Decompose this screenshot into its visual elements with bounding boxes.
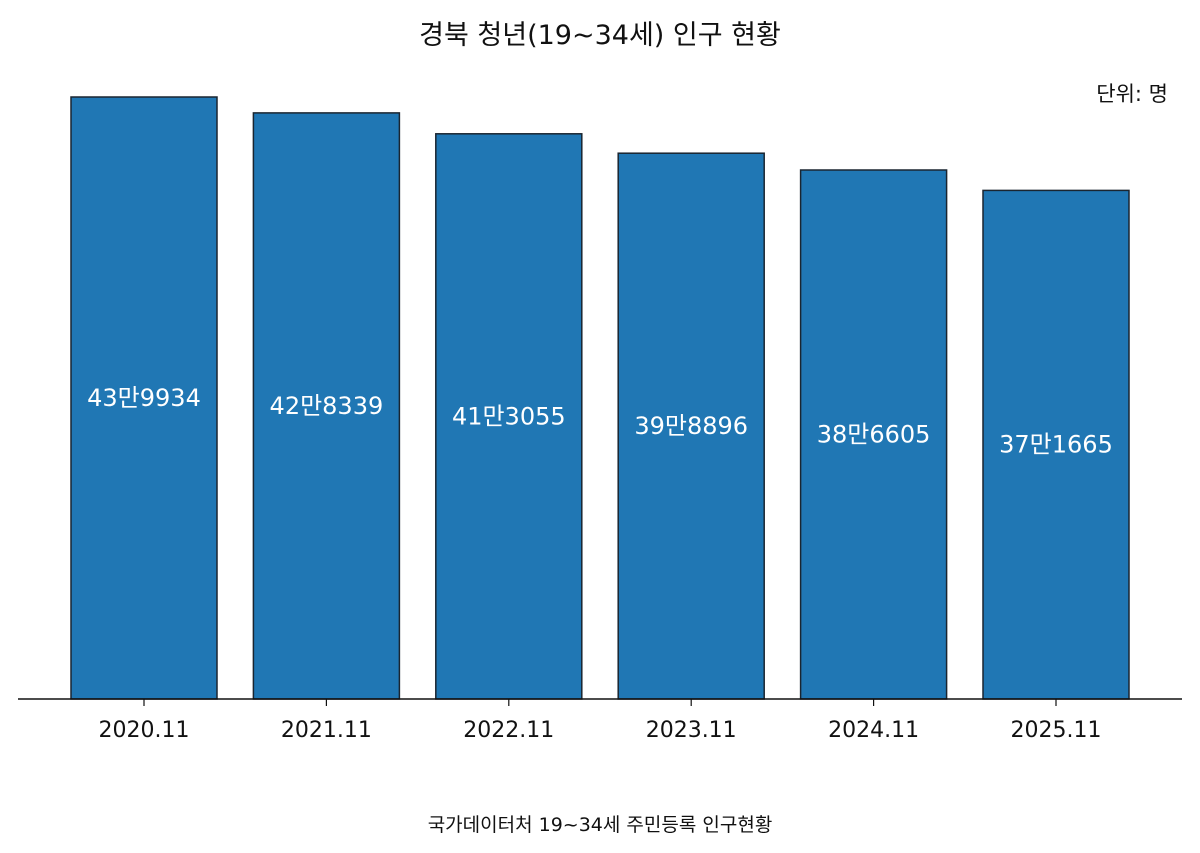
x-tick-label: 2020.11 [99, 718, 190, 743]
bar-data-label: 39만8896 [634, 412, 748, 440]
x-tick-label: 2021.11 [281, 718, 372, 743]
bar-data-label: 37만1665 [999, 431, 1113, 459]
x-tick-label: 2022.11 [463, 718, 554, 743]
x-tick-label: 2023.11 [646, 718, 737, 743]
x-axis-ticks: 2020.11 2021.11 2022.11 2023.11 2024.11 2025.… [99, 699, 1102, 743]
bar-data-label: 38만6605 [817, 421, 931, 449]
bar-2020.11 [70, 96, 218, 700]
bar-2025.11 [982, 189, 1130, 700]
bar-2023.11 [617, 152, 765, 700]
chart-title: 경북 청년(19~34세) 인구 현황 [419, 20, 781, 51]
x-tick-label: 2024.11 [828, 718, 919, 743]
source-note: 국가데이터처 19~34세 주민등록 인구현황 [428, 814, 773, 836]
bar-2022.11 [435, 133, 583, 700]
bar-2024.11 [799, 169, 948, 700]
bar-data-label: 42만8339 [270, 392, 384, 420]
unit-label: 단위: 명 [1096, 82, 1168, 106]
bar-data-label: 43만9934 [87, 384, 201, 412]
bar-group: 43만9934 42만8339 41만3055 39만8896 38만6605 37만16… [70, 96, 1130, 700]
bar-data-label: 41만3055 [452, 402, 566, 430]
x-tick-label: 2025.11 [1011, 718, 1102, 743]
bar-2021.11 [252, 112, 401, 700]
